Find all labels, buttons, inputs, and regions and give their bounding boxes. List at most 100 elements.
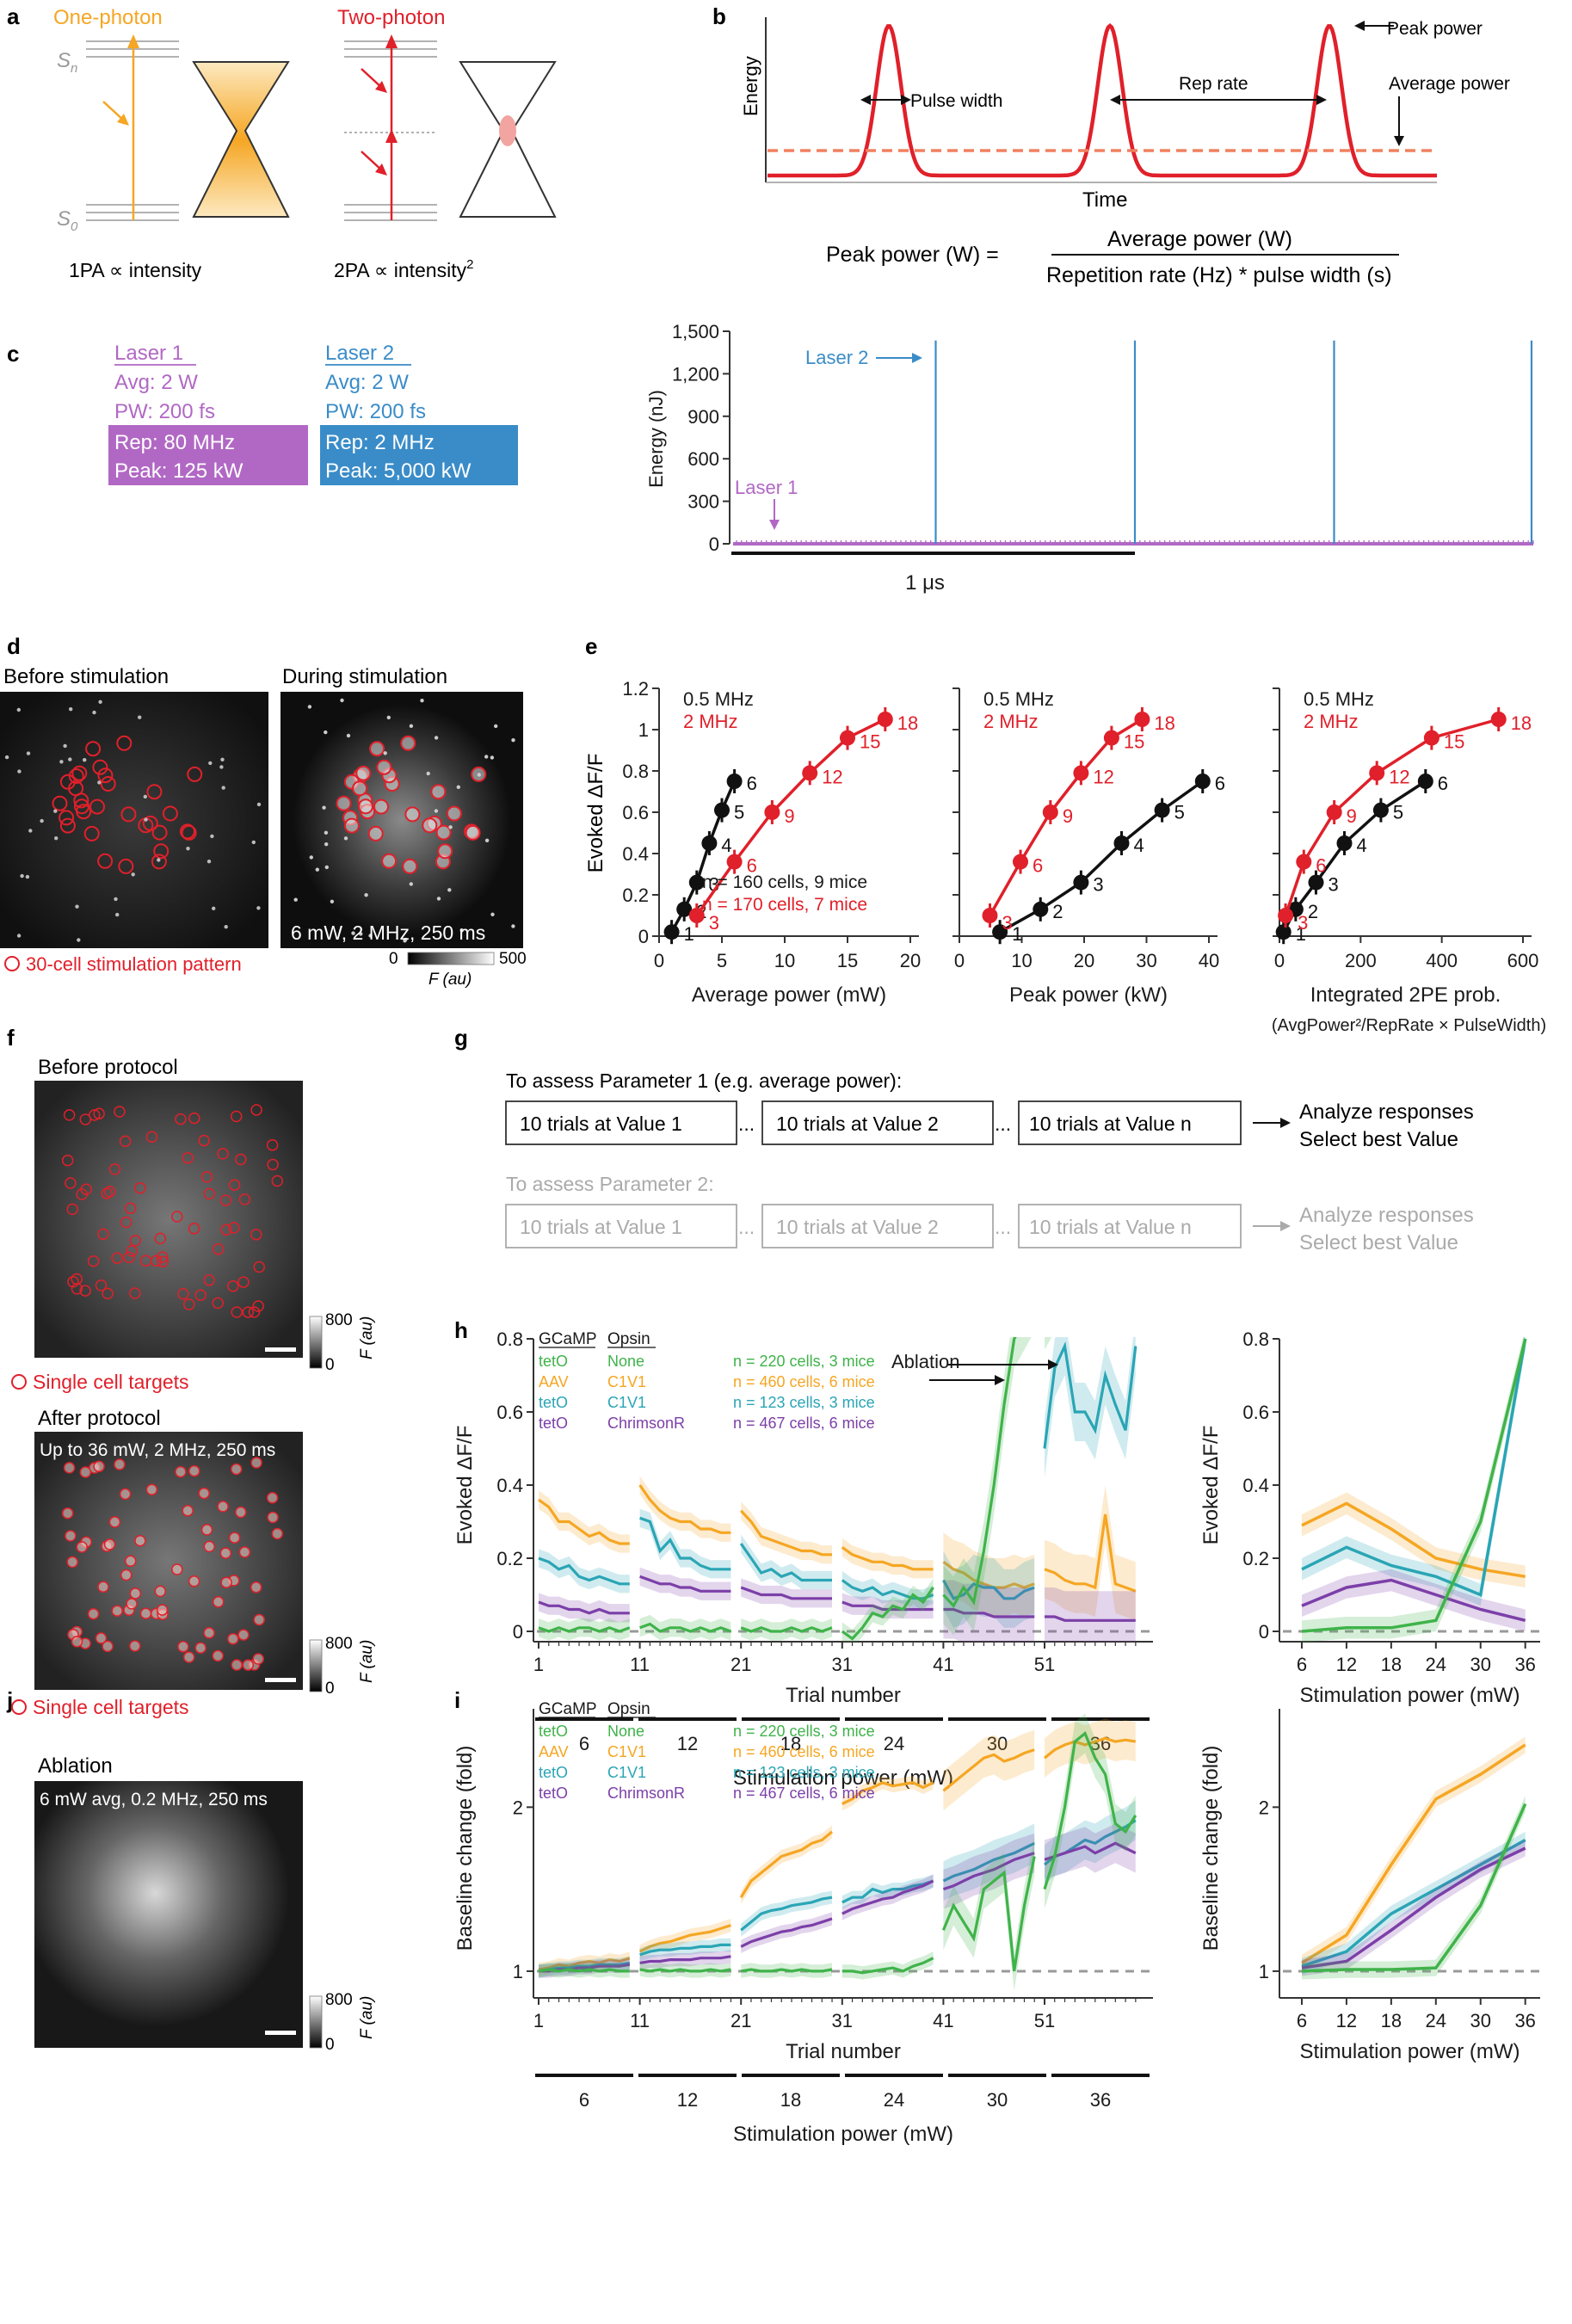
h-trials-series-group — [538, 1266, 1137, 1642]
f-after-title: After protocol — [38, 1407, 161, 1430]
i-trials-series-line — [841, 1879, 934, 1915]
laser2-pw: PW: 200 fs — [325, 400, 426, 423]
i-summary-y-tick-label: 1 — [1259, 1961, 1269, 1982]
f-after-target-circle — [220, 1576, 232, 1588]
i-trials-series-line — [639, 1968, 731, 1973]
d-during-cell-dot — [324, 830, 329, 835]
e2-point-label: 12 — [1093, 766, 1113, 787]
e1-x-tick-label: 15 — [837, 950, 858, 971]
f-before-target-circle — [97, 1228, 109, 1241]
i-summary-series-line — [1301, 1846, 1526, 1970]
g-p1-boxn-label: 10 trials at Value n — [1029, 1113, 1192, 1135]
g-p1-box1 — [505, 1100, 737, 1145]
panel-label-b: b — [712, 3, 726, 29]
c-y-tick-label: 600 — [687, 448, 719, 470]
f-before-target-circle — [102, 1287, 114, 1300]
g-param1-title: To assess Parameter 1 (e.g. average powe… — [506, 1070, 902, 1092]
i-trials-legend-opsin: C1V1 — [607, 1743, 646, 1760]
i-trials-series-line — [942, 1852, 1035, 1891]
d-during-cell-dot — [459, 928, 464, 933]
d-before-cell-dot — [40, 818, 44, 823]
f-after-target-circle — [124, 1555, 137, 1568]
d-during-cell-dot — [426, 771, 430, 776]
h-summary-series-line — [1301, 1338, 1527, 1633]
h-trials-sem-band — [943, 1550, 1035, 1628]
h-trials-ablation-arrowhead-1 — [1048, 1359, 1058, 1370]
h-trials-y-tick-label: 0 — [513, 1621, 523, 1643]
g-p1-analyze: Analyze responses — [1299, 1100, 1474, 1124]
f-after-colorbar-label: F (au) — [358, 1640, 376, 1683]
i-summary-y-tick-label: 2 — [1259, 1797, 1269, 1818]
e3-point-label: 15 — [1444, 731, 1464, 753]
j-caption: 6 mW avg, 0.2 MHz, 250 ms — [40, 1790, 268, 1809]
d-during-cell-dot — [436, 897, 441, 901]
i-summary-x-tick-label: 12 — [1336, 2010, 1357, 2031]
e2-data-point — [1103, 730, 1119, 746]
laser2-peak: Peak: 5,000 kW — [325, 459, 472, 483]
d-during-target-circles — [293, 698, 515, 943]
i-trials-series-line — [638, 1924, 731, 1953]
h-trials-x-tick-label: 41 — [933, 1654, 953, 1675]
f-before-target-circle — [248, 1306, 261, 1318]
h-trials-legend-gcamp: tetO — [539, 1415, 568, 1432]
f-before-target-circle — [157, 1255, 169, 1267]
h-trials-sem-band — [741, 1534, 832, 1590]
e2-point-label: 15 — [1124, 731, 1144, 753]
two-photon-title: Two-photon — [337, 6, 445, 29]
d-before-cell-dot — [220, 757, 225, 761]
e1-point-label: 15 — [860, 731, 880, 753]
h-trials-series-line — [538, 1626, 631, 1633]
f-before-target-circle — [188, 1112, 200, 1125]
e1-x-tick-label: 0 — [654, 950, 664, 971]
f-after-target-circle — [108, 1516, 121, 1528]
h-trials-sem-band — [539, 1618, 630, 1641]
g-param2-title: To assess Parameter 2: — [506, 1173, 714, 1195]
i-trials-series-line — [841, 1781, 934, 1805]
h-summary-sem-band — [1302, 1492, 1526, 1587]
sn-label: Sn — [57, 49, 77, 76]
h-summary-x-tick-label: 30 — [1470, 1654, 1491, 1675]
d-before-cell-dot — [75, 904, 79, 909]
f-before-target-circle — [154, 1232, 167, 1245]
d-during-cell-dot — [409, 882, 413, 886]
c-y-tick-label: 1,500 — [672, 321, 719, 342]
h-trials-ablation-label: Ablation — [891, 1351, 960, 1372]
h-trials-series-line — [1045, 1266, 1136, 1321]
f-after-target-circle — [203, 1540, 216, 1553]
e1-data-point — [726, 854, 743, 870]
i-trials-sem-band — [943, 1729, 1035, 1811]
f-before-target-circle — [228, 1222, 240, 1234]
d-before-cell-dot — [98, 700, 102, 704]
e3-data-point — [1275, 924, 1292, 940]
f-before-colorbar-max: 800 — [325, 1311, 353, 1329]
h-trials-sem-band — [1045, 1337, 1136, 1478]
e1-data-point — [726, 774, 743, 789]
i-trials-power-group-label: 30 — [987, 2089, 1008, 2111]
d-before-target-circle — [151, 854, 167, 870]
c-y-tick-label: 0 — [709, 533, 719, 555]
e2-x-tick-label: 40 — [1199, 950, 1219, 971]
laser1-rep: Rep: 80 MHz — [114, 431, 235, 454]
d-during-cell-dot — [351, 931, 355, 935]
f-after-target-circle — [203, 1627, 215, 1639]
e2-data-point — [992, 924, 1008, 940]
e3-data-point — [1369, 765, 1385, 781]
d-during-image — [280, 692, 523, 948]
d-before-cell-dot — [17, 769, 22, 774]
f-before-target-circle — [182, 1298, 195, 1310]
i-trials-x-tick-label: 11 — [630, 2010, 650, 2031]
d-during-cell-dot — [322, 805, 326, 810]
d-before-target-circle — [100, 776, 116, 792]
e2-data-point — [982, 908, 998, 923]
f-before-target-circle — [266, 1139, 279, 1151]
f-before-target-circle — [227, 1279, 239, 1292]
f-before-target-circle — [124, 1202, 137, 1215]
d-during-cell-dot — [340, 698, 344, 703]
e3-data-point — [1490, 712, 1507, 727]
d-before-target-circle — [116, 735, 133, 751]
h-trials-legend-header-opsin: Opsin — [607, 1330, 650, 1348]
rep-rate-arrowhead-left — [1110, 95, 1120, 105]
f-after-target-circle — [97, 1581, 109, 1594]
